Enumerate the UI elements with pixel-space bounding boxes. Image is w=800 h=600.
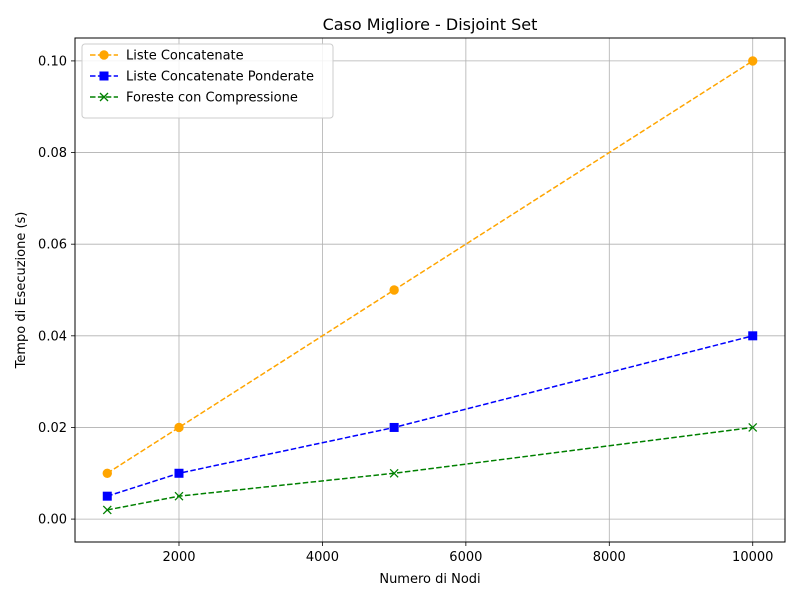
data-point bbox=[102, 491, 112, 501]
series-1 bbox=[102, 56, 758, 478]
data-point bbox=[748, 56, 758, 66]
data-point bbox=[102, 505, 112, 515]
data-point bbox=[102, 468, 112, 478]
y-tick-label: 0.02 bbox=[38, 421, 67, 436]
data-point bbox=[389, 285, 399, 295]
data-point bbox=[174, 468, 184, 478]
x-tick-label: 2000 bbox=[162, 550, 195, 565]
legend-item: Liste Concatenate bbox=[90, 49, 244, 64]
chart-title: Caso Migliore - Disjoint Set bbox=[323, 15, 538, 34]
y-tick-label: 0.04 bbox=[38, 329, 67, 344]
y-tick-label: 0.08 bbox=[38, 146, 67, 161]
series-line bbox=[107, 426, 753, 511]
legend-marker bbox=[99, 92, 109, 102]
series-group bbox=[102, 56, 758, 515]
data-point bbox=[389, 468, 399, 478]
y-axis-label: Tempo di Esecuzione (s) bbox=[14, 212, 29, 370]
legend-label: Liste Concatenate Ponderate bbox=[126, 70, 314, 85]
x-tick-label: 8000 bbox=[593, 550, 626, 565]
series-line bbox=[107, 335, 753, 497]
y-tick-label: 0.06 bbox=[38, 238, 67, 253]
legend-label: Foreste con Compressione bbox=[126, 91, 298, 106]
data-point bbox=[748, 422, 758, 432]
data-point bbox=[174, 422, 184, 433]
x-axis-label: Numero di Nodi bbox=[379, 572, 480, 587]
series-2 bbox=[102, 331, 758, 501]
legend: Liste Concatenate Liste Concatenate Ponde… bbox=[81, 43, 334, 119]
legend-label: Liste Concatenate bbox=[126, 49, 244, 64]
data-point bbox=[389, 422, 399, 432]
x-tick-label: 4000 bbox=[306, 550, 339, 565]
series-3 bbox=[102, 422, 758, 515]
data-point bbox=[174, 491, 184, 501]
x-tick-label: 10000 bbox=[732, 550, 773, 565]
y-tick-label: 0.00 bbox=[38, 513, 67, 528]
data-point bbox=[748, 331, 758, 341]
legend-box bbox=[81, 43, 334, 119]
x-tick-label: 6000 bbox=[449, 550, 482, 565]
legend-marker bbox=[99, 71, 109, 81]
y-tick-label: 0.10 bbox=[38, 54, 67, 69]
legend-item: Foreste con Compressione bbox=[90, 91, 298, 106]
legend-item: Liste Concatenate Ponderate bbox=[90, 70, 314, 85]
series-line bbox=[106, 60, 754, 474]
legend-marker bbox=[99, 50, 109, 60]
axis-ticks: 2000 4000 6000 8000 10000 0.00 0.02 0.04 0.06 0.0… bbox=[38, 54, 773, 565]
plot-frame bbox=[74, 37, 786, 543]
